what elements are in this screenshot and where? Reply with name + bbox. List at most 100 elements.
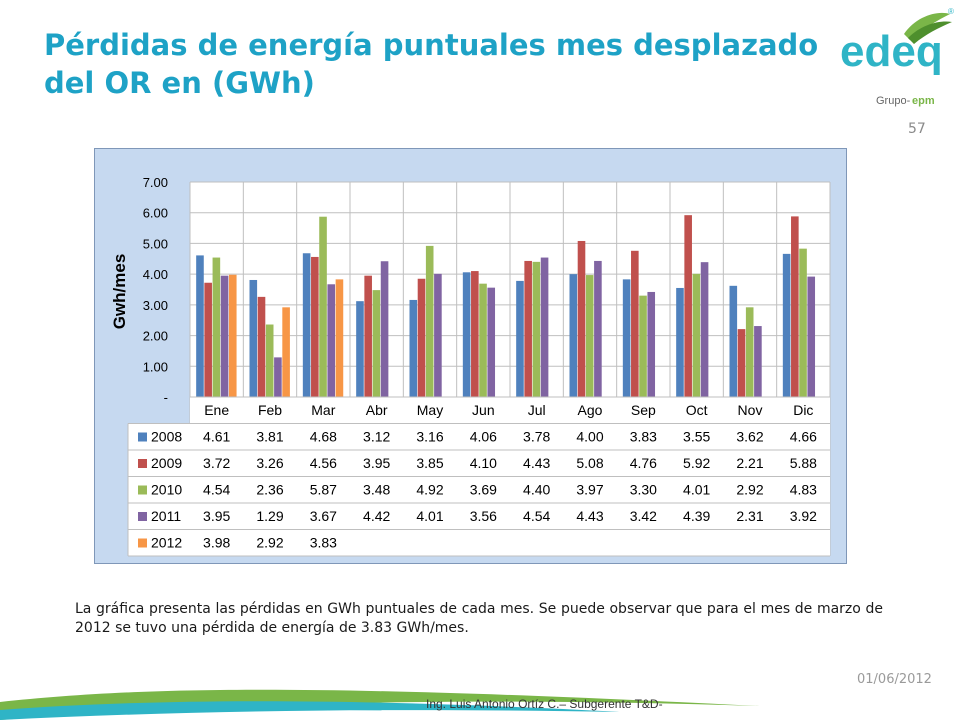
data-label-2009-Abr: 3.95 xyxy=(363,455,390,471)
data-label-2008-Jul: 3.78 xyxy=(523,429,550,445)
legend-label-2010: 2010 xyxy=(151,482,182,498)
data-label-2011-Oct: 4.39 xyxy=(683,508,710,524)
data-label-2012-Ene: 3.98 xyxy=(203,535,230,551)
data-label-2009-Nov: 2.21 xyxy=(736,455,763,471)
x-tick-label: Ago xyxy=(578,402,603,418)
data-label-2011-May: 4.01 xyxy=(416,508,443,524)
legend-swatch-2009 xyxy=(138,459,147,468)
bar-2011-May xyxy=(434,273,442,397)
bar-2009-Sep xyxy=(631,250,639,397)
bar-2011-Oct xyxy=(700,262,709,397)
data-label-2008-Mar: 4.68 xyxy=(310,429,337,445)
page-number: 57 xyxy=(908,121,926,137)
bar-2011-Jul xyxy=(540,257,549,397)
bar-2011-Ene xyxy=(220,275,229,397)
data-label-2012-Mar: 3.83 xyxy=(310,535,337,551)
bar-2010-Mar xyxy=(319,216,327,397)
x-tick-label: May xyxy=(417,402,443,418)
data-label-2009-Oct: 5.92 xyxy=(683,455,710,471)
y-tick-label: 3.00 xyxy=(143,298,168,313)
data-label-2008-Oct: 3.55 xyxy=(683,429,710,445)
legend-swatch-2008 xyxy=(138,432,147,442)
registered-mark: ® xyxy=(948,7,954,16)
data-label-2008-Feb: 3.81 xyxy=(256,429,283,445)
bar-2010-Nov xyxy=(745,307,754,397)
data-label-2008-Ago: 4.00 xyxy=(576,429,603,445)
y-tick-label: 2.00 xyxy=(143,329,168,344)
group-prefix: Grupo- xyxy=(876,95,911,107)
y-tick-label: 4.00 xyxy=(143,267,168,282)
bar-2011-Jun xyxy=(487,287,496,397)
bar-2010-Oct xyxy=(692,273,701,397)
slide-date: 01/06/2012 xyxy=(857,672,932,687)
x-tick-label: Sep xyxy=(631,402,656,418)
bar-2011-Abr xyxy=(380,261,389,397)
bar-2012-Ene xyxy=(228,274,237,397)
y-tick-label: 1.00 xyxy=(143,359,168,374)
slide-title: Pérdidas de energía puntuales mes despla… xyxy=(44,28,819,100)
bar-2009-Feb xyxy=(257,296,266,397)
bar-2008-Mar xyxy=(302,253,311,397)
legend-swatch-2012 xyxy=(138,538,147,548)
footer-credit: Ing. Luis Antonio Ortíz C.– Subgerente T… xyxy=(426,697,663,711)
bar-2010-Jul xyxy=(532,261,541,397)
bar-2009-Nov xyxy=(737,329,746,397)
bar-2011-Ago xyxy=(594,260,602,397)
data-label-2010-Sep: 3.30 xyxy=(630,482,657,498)
bar-2008-Feb xyxy=(249,279,258,397)
edeq-logo: edeq ® Grupo- epm xyxy=(838,4,958,114)
y-tick-label: 5.00 xyxy=(143,236,168,251)
bottom-swoosh-decoration xyxy=(0,689,760,720)
bar-2009-Ene xyxy=(204,282,212,397)
data-label-2009-Jun: 4.10 xyxy=(470,455,497,471)
data-label-2010-Ene: 4.54 xyxy=(203,482,230,498)
y-tick-label: - xyxy=(164,390,168,405)
bar-2010-Dic xyxy=(799,248,807,397)
x-tick-label: Nov xyxy=(738,402,763,418)
bar-2008-Oct xyxy=(676,287,684,397)
data-label-2008-Nov: 3.62 xyxy=(736,429,763,445)
y-axis-label: Gwh/mes xyxy=(110,254,129,330)
x-tick-label: Jul xyxy=(528,402,546,418)
bar-2011-Dic xyxy=(807,276,816,397)
bar-2010-Feb xyxy=(265,324,274,397)
table-header-bg xyxy=(190,397,830,424)
table-body-bg xyxy=(128,423,830,556)
energy-loss-chart: - 1.00 2.00 3.00 4.00 5.00 6.00 7.00 Gwh/mes Ene F… xyxy=(110,175,831,557)
data-label-2010-Dic: 4.83 xyxy=(790,482,817,498)
data-label-2010-Nov: 2.92 xyxy=(736,482,763,498)
data-label-2010-May: 4.92 xyxy=(416,482,443,498)
data-label-2011-Jul: 4.54 xyxy=(523,508,550,524)
data-label-2010-Oct: 4.01 xyxy=(683,482,710,498)
x-tick-label: Dic xyxy=(793,402,813,418)
bar-2011-Sep xyxy=(647,291,656,397)
data-label-2008-May: 3.16 xyxy=(416,429,443,445)
data-label-2011-Abr: 4.42 xyxy=(363,508,390,524)
bar-2010-May xyxy=(425,245,434,397)
data-label-2010-Ago: 3.97 xyxy=(576,482,603,498)
group-name: epm xyxy=(912,95,935,107)
data-label-2010-Jun: 3.69 xyxy=(470,482,497,498)
data-label-2010-Mar: 5.87 xyxy=(310,482,337,498)
bar-2011-Nov xyxy=(754,326,762,397)
bar-2008-May xyxy=(409,299,418,397)
leaf-shape-dark xyxy=(908,21,952,44)
slide-caption: La gráfica presenta las pérdidas en GWh … xyxy=(75,601,883,636)
bar-2008-Ene xyxy=(196,255,204,397)
data-label-2009-Ene: 3.72 xyxy=(203,455,230,471)
legend-label-2011: 2011 xyxy=(151,508,181,524)
data-label-2009-Feb: 3.26 xyxy=(256,455,283,471)
bar-2008-Dic xyxy=(782,253,791,397)
data-label-2009-Dic: 5.88 xyxy=(790,455,817,471)
bar-2011-Mar xyxy=(327,284,336,397)
bar-2010-Jun xyxy=(479,283,487,397)
data-label-2009-Ago: 5.08 xyxy=(576,455,603,471)
legend-swatch-2011 xyxy=(138,512,147,521)
data-label-2011-Mar: 3.67 xyxy=(310,508,337,524)
x-tick-label: Abr xyxy=(366,402,388,418)
chart-frame: - 1.00 2.00 3.00 4.00 5.00 6.00 7.00 Gwh/mes Ene F… xyxy=(94,148,847,564)
data-label-2011-Ene: 3.95 xyxy=(203,508,230,524)
bar-2009-May xyxy=(417,278,426,397)
bar-2012-Feb xyxy=(282,307,290,397)
bar-2008-Jul xyxy=(516,280,524,397)
